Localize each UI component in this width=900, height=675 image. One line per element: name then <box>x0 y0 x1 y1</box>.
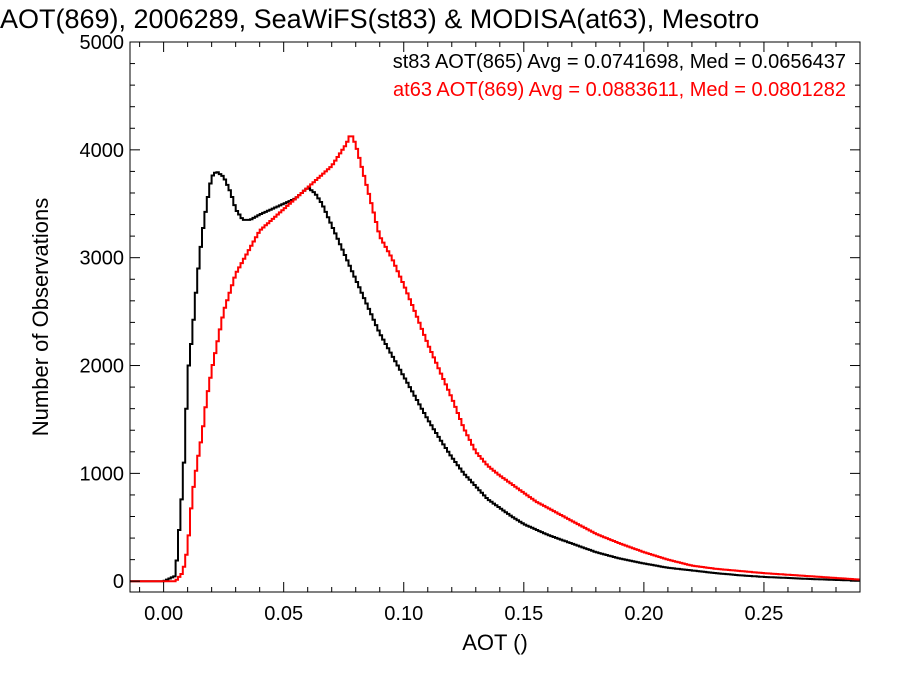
x-tick-label: 0.00 <box>144 603 183 625</box>
y-tick-label: 0 <box>113 571 124 593</box>
legend-entry-at63: at63 AOT(869) Avg = 0.0883611, Med = 0.0… <box>393 79 846 101</box>
x-tick-label: 0.10 <box>384 603 423 625</box>
x-tick-label: 0.15 <box>504 603 543 625</box>
x-tick-label: 0.20 <box>624 603 663 625</box>
x-axis-label: AOT () <box>462 630 528 655</box>
legend-entry-st83: st83 AOT(865) Avg = 0.0741698, Med = 0.0… <box>393 51 846 73</box>
plot-frame <box>129 41 861 593</box>
x-tick-label: 0.25 <box>744 603 783 625</box>
y-tick-label: 2000 <box>80 356 125 378</box>
series-line-at63 <box>130 135 860 583</box>
y-tick-label: 1000 <box>80 463 125 485</box>
series-layer <box>130 135 860 583</box>
y-axis-label: Number of Observations <box>28 198 53 436</box>
y-tick-label: 3000 <box>80 248 125 270</box>
chart-title: AOT(869), 2006289, SeaWiFS(st83) & MODIS… <box>0 4 759 34</box>
x-tick-label: 0.05 <box>264 603 303 625</box>
series-line-st83 <box>130 171 860 583</box>
tick-layer: 0.00 0.05 0.10 0.15 0.20 0.25 0 1000 2000 3000 400… <box>80 32 861 625</box>
y-tick-label: 4000 <box>80 140 125 162</box>
y-tick-label: 5000 <box>80 32 125 54</box>
